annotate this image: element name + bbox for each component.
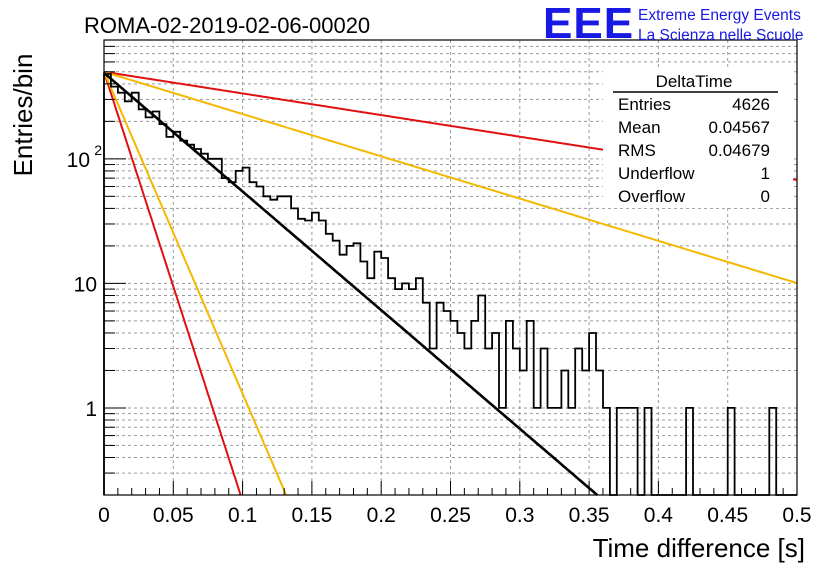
chart-title: ROMA-02-2019-02-06-00020 bbox=[84, 13, 370, 38]
eee-logo: EEE Extreme Energy Events La Scienza nel… bbox=[543, 0, 833, 48]
x-tick-label: 0.5 bbox=[782, 504, 811, 527]
reference-curve bbox=[103, 71, 242, 496]
x-tick-label: 0.45 bbox=[707, 504, 748, 527]
x-tick-label: 0.1 bbox=[228, 504, 257, 527]
stats-value: 0.04567 bbox=[709, 118, 770, 137]
fit-line bbox=[103, 71, 599, 496]
logo-mark: EEE bbox=[543, 0, 635, 48]
x-tick-label: 0 bbox=[98, 504, 110, 527]
stats-row: Underflow 1 bbox=[618, 164, 770, 183]
stats-label: Underflow bbox=[618, 164, 695, 183]
reference-curve bbox=[103, 71, 288, 496]
x-tick-label: 0.2 bbox=[367, 504, 396, 527]
y-tick-label: 10 bbox=[74, 273, 97, 296]
reference-curve bbox=[103, 70, 798, 285]
stats-label: RMS bbox=[618, 141, 656, 160]
x-tick-label: 0.05 bbox=[153, 504, 194, 527]
stats-value: 4626 bbox=[732, 95, 770, 114]
stats-label: Entries bbox=[618, 95, 671, 114]
logo-line-2: La Scienza nelle Scuole bbox=[638, 27, 804, 44]
x-tick-label: 0.25 bbox=[430, 504, 471, 527]
y-tick-label-exponent: 2 bbox=[94, 142, 102, 158]
stats-row: RMS 0.04679 bbox=[618, 141, 770, 160]
stats-value: 0.04679 bbox=[709, 141, 770, 160]
x-tick-label: 0.35 bbox=[569, 504, 610, 527]
fit-curve bbox=[103, 71, 599, 496]
stats-row: Mean 0.04567 bbox=[618, 118, 770, 137]
stats-title: DeltaTime bbox=[656, 72, 733, 91]
y-tick-label: 1 bbox=[85, 398, 97, 421]
stats-label: Overflow bbox=[618, 187, 686, 206]
x-tick-label: 0.3 bbox=[505, 504, 534, 527]
x-tick-label: 0.15 bbox=[291, 504, 332, 527]
x-tick-labels: 0 0.05 0.1 0.15 0.2 0.25 0.3 0.35 0.4 0.45 0.5 bbox=[98, 504, 811, 527]
stats-box: DeltaTime Entries 4626 Mean 0.04567 RMS … bbox=[603, 68, 793, 208]
x-tick-label: 0.4 bbox=[644, 504, 674, 527]
logo-line-1: Extreme Energy Events bbox=[638, 7, 801, 24]
y-tick-label: 10 bbox=[67, 149, 90, 172]
stats-row: Entries 4626 bbox=[618, 95, 770, 114]
stats-value: 0 bbox=[761, 187, 770, 206]
axis-ticks bbox=[103, 39, 798, 496]
stats-label: Mean bbox=[618, 118, 661, 137]
stats-row: Overflow 0 bbox=[618, 187, 770, 206]
x-axis-label: Time difference [s] bbox=[593, 533, 805, 563]
stats-value: 1 bbox=[761, 164, 770, 183]
y-axis-label: Entries/bin bbox=[8, 54, 38, 177]
